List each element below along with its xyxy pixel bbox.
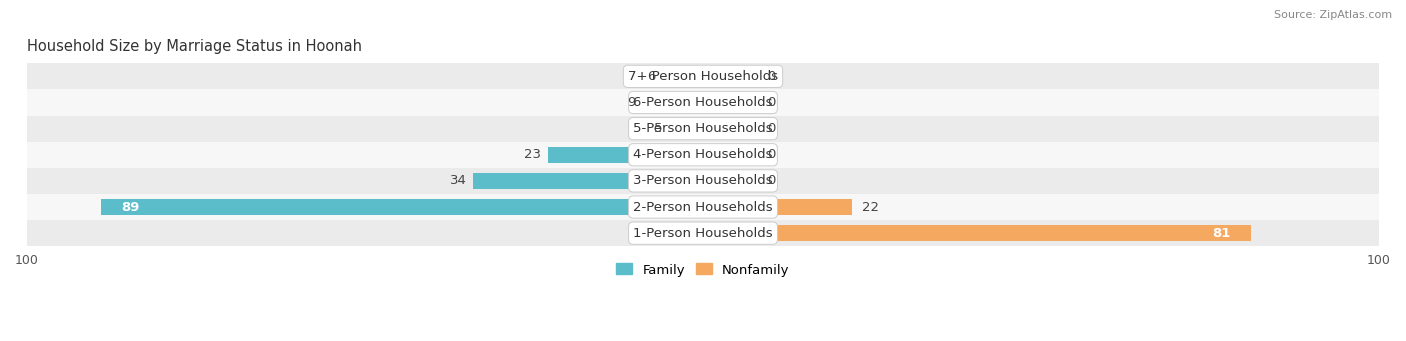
Text: 0: 0 [768,96,776,109]
Text: 22: 22 [862,201,879,213]
Text: Source: ZipAtlas.com: Source: ZipAtlas.com [1274,10,1392,20]
Bar [101,199,703,215]
Text: Household Size by Marriage Status in Hoonah: Household Size by Marriage Status in Hoo… [27,39,361,54]
Text: 23: 23 [524,148,541,161]
Text: 0: 0 [768,70,776,83]
Bar [669,120,703,137]
Bar [474,173,703,189]
Bar [27,116,1379,142]
Bar [27,63,1379,89]
Text: 6-Person Households: 6-Person Households [633,96,773,109]
Bar [547,147,703,163]
Text: 0: 0 [768,148,776,161]
Bar [27,168,1379,194]
Text: 5: 5 [654,122,662,135]
Text: 1-Person Households: 1-Person Households [633,227,773,240]
Bar [662,68,703,85]
Text: 7+ Person Households: 7+ Person Households [628,70,778,83]
Bar [703,225,1250,241]
Bar [27,194,1379,220]
Bar [27,142,1379,168]
Text: 2-Person Households: 2-Person Households [633,201,773,213]
Text: 3-Person Households: 3-Person Households [633,174,773,188]
Bar [703,94,756,110]
Text: 5-Person Households: 5-Person Households [633,122,773,135]
Text: 34: 34 [450,174,467,188]
Text: 6: 6 [647,70,655,83]
Text: 81: 81 [1212,227,1230,240]
Bar [27,89,1379,116]
Bar [703,199,852,215]
Bar [27,220,1379,246]
Bar [703,173,756,189]
Bar [703,120,756,137]
Bar [703,147,756,163]
Text: 0: 0 [768,174,776,188]
Text: 9: 9 [627,96,636,109]
Bar [703,68,756,85]
Text: 89: 89 [121,201,141,213]
Bar [643,94,703,110]
Text: 4-Person Households: 4-Person Households [633,148,773,161]
Text: 0: 0 [768,122,776,135]
Legend: Family, Nonfamily: Family, Nonfamily [612,258,794,282]
